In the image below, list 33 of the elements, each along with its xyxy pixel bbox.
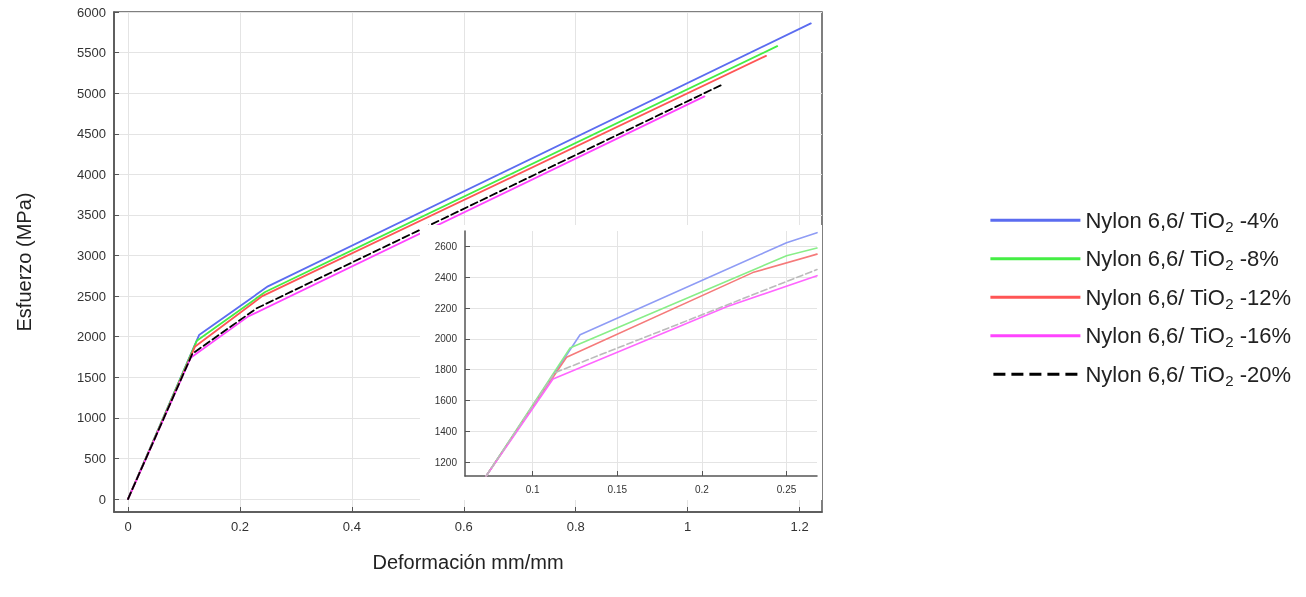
x-tick-label: 0 xyxy=(124,519,132,534)
x-tick-label: 0.2 xyxy=(694,483,710,495)
y-tick-label: 2400 xyxy=(434,271,458,283)
x-axis-title: Deformación mm/mm xyxy=(372,551,564,573)
y-tick-label: 4000 xyxy=(77,166,106,182)
x-tick-label: 0.8 xyxy=(566,519,585,534)
x-tick-label: 1.2 xyxy=(790,519,809,534)
y-tick-label: 1400 xyxy=(434,425,458,437)
y-tick-label: 1000 xyxy=(77,410,106,426)
y-tick-label: 3000 xyxy=(77,248,106,264)
y-tick-label: 1200 xyxy=(434,456,458,468)
y-tick-label: 5000 xyxy=(77,85,106,101)
y-axis-title: Esfuerzo (MPa) xyxy=(13,192,35,332)
y-tick-label: 6000 xyxy=(77,4,106,20)
y-tick-label: 2000 xyxy=(77,329,106,345)
x-tick-label: 1 xyxy=(684,519,692,534)
y-tick-label: 3500 xyxy=(77,207,106,223)
y-tick-label: 1800 xyxy=(434,364,458,376)
x-tick-label: 0.4 xyxy=(342,519,361,534)
y-tick-label: 4500 xyxy=(77,126,106,142)
x-tick-label: 0.1 xyxy=(525,483,541,495)
y-tick-label: 1500 xyxy=(77,369,106,385)
y-tick-label: 2200 xyxy=(434,302,458,314)
y-tick-label: 500 xyxy=(84,450,106,466)
y-tick-label: 5500 xyxy=(77,45,106,61)
x-tick-label: 0.25 xyxy=(776,483,797,495)
y-tick-label: 2600 xyxy=(434,240,458,252)
x-tick-label: 0.2 xyxy=(230,519,249,534)
y-tick-label: 2500 xyxy=(77,288,106,304)
x-tick-label: 0.6 xyxy=(454,519,473,534)
y-tick-label: 1600 xyxy=(434,395,458,406)
y-tick-label: 2000 xyxy=(434,333,458,345)
x-tick-label: 0.15 xyxy=(607,483,628,495)
